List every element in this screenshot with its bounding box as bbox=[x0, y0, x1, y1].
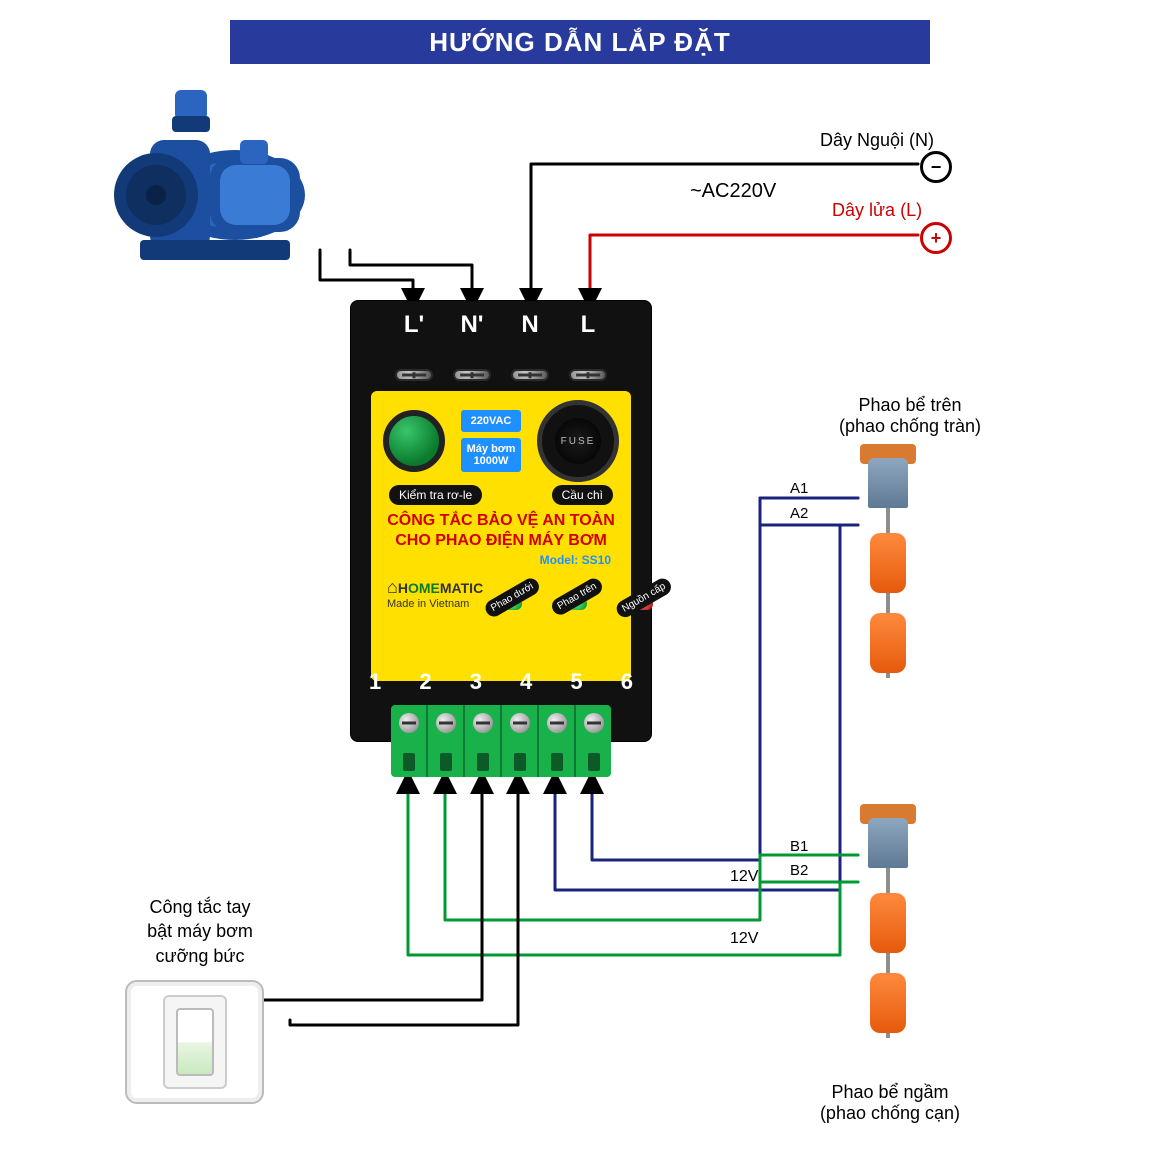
terminal-screw bbox=[453, 369, 491, 381]
b1-label: B1 bbox=[790, 838, 808, 855]
bottom-terminal-block bbox=[391, 705, 611, 777]
live-symbol: + bbox=[931, 228, 942, 249]
neutral-wire-label: Dây Nguội (N) bbox=[820, 130, 934, 151]
switch-plate bbox=[163, 995, 227, 1089]
neutral-symbol: − bbox=[931, 157, 942, 178]
relay-test-button[interactable] bbox=[383, 410, 445, 472]
led2-label: Phao trên bbox=[549, 575, 605, 617]
device-title: CÔNG TẮC BẢO VỆ AN TOÀN CHO PHAO ĐIỆN MÁ… bbox=[383, 511, 619, 551]
top-terminal-label: N' bbox=[460, 311, 483, 339]
spec-voltage: 220VAC bbox=[461, 410, 522, 432]
top-terminal-label: N bbox=[521, 311, 538, 339]
switch-label-block: Công tắc tay bật máy bơm cưỡng bức bbox=[125, 895, 275, 968]
fuse-text: FUSE bbox=[555, 418, 601, 464]
top-terminals: L' N' N L bbox=[351, 311, 651, 381]
terminal-screw bbox=[395, 369, 433, 381]
top-terminal-label: L bbox=[581, 311, 596, 339]
led-indicators: Phao dưới Phao trên Nguồn cấp bbox=[483, 573, 674, 610]
v12-a: 12V bbox=[730, 868, 758, 886]
live-wire-label: Dây lửa (L) bbox=[832, 200, 922, 221]
bottom-terminal-numbers: 1 2 3 4 5 6 bbox=[351, 669, 651, 695]
upper-float-sensor bbox=[840, 458, 920, 678]
device-front-panel: 220VAC Máy bơm 1000W FUSE Kiểm tra rơ-le… bbox=[371, 391, 631, 681]
ac-label: ~AC220V bbox=[690, 180, 776, 203]
v12-b: 12V bbox=[730, 930, 758, 948]
top-terminal-label: L' bbox=[404, 311, 424, 339]
neutral-ring: − bbox=[920, 151, 952, 183]
lower-float-sensor bbox=[840, 818, 920, 1038]
fuse-holder[interactable]: FUSE bbox=[537, 400, 619, 482]
device-model: Model: SS10 bbox=[383, 553, 611, 567]
manual-switch[interactable] bbox=[125, 980, 264, 1104]
upper-sensor-title: Phao bể trên (phao chống tràn) bbox=[800, 395, 1020, 437]
device-logo: ⌂HOMEMATIC Made in Vietnam bbox=[387, 577, 483, 610]
spec-power: Máy bơm 1000W bbox=[461, 438, 522, 472]
terminal-screw bbox=[511, 369, 549, 381]
led1-label: Phao dưới bbox=[483, 575, 543, 619]
pump-illustration bbox=[90, 80, 320, 280]
a2-label: A2 bbox=[790, 505, 808, 522]
switch-rocker[interactable] bbox=[176, 1008, 214, 1076]
controller-device: L' N' N L 220VAC Máy bơm 1000W FUSE Kiểm tr… bbox=[350, 300, 652, 742]
live-ring: + bbox=[920, 222, 952, 254]
fuse-label: Cầu chì bbox=[552, 485, 613, 505]
a1-label: A1 bbox=[790, 480, 808, 497]
relay-check-label: Kiểm tra rơ-le bbox=[389, 485, 482, 505]
b2-label: B2 bbox=[790, 862, 808, 879]
terminal-screw bbox=[569, 369, 607, 381]
lower-sensor-title: Phao bể ngầm (phao chống cạn) bbox=[760, 1082, 1020, 1124]
